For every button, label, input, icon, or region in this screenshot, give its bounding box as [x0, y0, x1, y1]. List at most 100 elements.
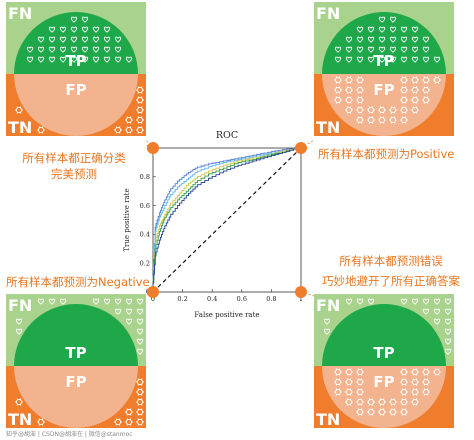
roc-title: ROC — [216, 130, 238, 141]
panel-all-wrong: FN TP FP TN — [314, 294, 454, 428]
gear-icon — [136, 106, 144, 114]
fp-label: FP — [373, 81, 394, 99]
gear-icon — [378, 398, 386, 406]
heart-icon — [103, 26, 111, 33]
heart-icon — [81, 26, 89, 33]
heart-icon — [37, 36, 45, 43]
heart-icon — [356, 298, 364, 305]
gear-icon — [356, 116, 364, 124]
gear-icon — [136, 86, 144, 94]
panel-all-negative: FN TP FP TN — [6, 294, 146, 428]
roc-diagonal-line — [152, 147, 302, 293]
heart-icon — [422, 36, 430, 43]
gear-icon — [422, 96, 430, 104]
heart-icon — [378, 56, 386, 63]
heart-icon — [125, 56, 133, 63]
heart-icon — [26, 46, 34, 53]
gear-icon — [345, 86, 353, 94]
heart-icon — [345, 56, 353, 63]
gear-icon — [345, 76, 353, 84]
heart-icon — [400, 56, 408, 63]
heart-icon — [114, 36, 122, 43]
gear-icon — [400, 76, 408, 84]
gear-icon — [400, 106, 408, 114]
gear-icon — [411, 106, 419, 114]
heart-icon — [59, 36, 67, 43]
gear-icon — [411, 398, 419, 406]
heart-icon — [389, 26, 397, 33]
heart-icon — [70, 56, 78, 63]
gear-icon — [389, 116, 397, 124]
heart-icon — [411, 46, 419, 53]
heart-icon — [103, 36, 111, 43]
panel-perfect: FN TP FP TN — [6, 2, 146, 136]
gear-icon — [37, 126, 45, 134]
gear-icon — [334, 368, 342, 376]
heart-icon — [378, 36, 386, 43]
heart-icon — [59, 46, 67, 53]
heart-icon — [433, 318, 441, 325]
heart-icon — [400, 46, 408, 53]
heart-icon — [59, 56, 67, 63]
annotation-perfect: 所有样本都正确分类 完美预测 — [14, 150, 134, 182]
x-tick-label: 0.2 — [177, 295, 187, 303]
annotation-perfect-line1: 所有样本都正确分类 — [22, 151, 126, 165]
gear-icon — [356, 106, 364, 114]
heart-icon — [114, 56, 122, 63]
heart-icon — [433, 56, 441, 63]
gear-icon — [389, 398, 397, 406]
heart-icon — [400, 36, 408, 43]
heart-icon — [378, 46, 386, 53]
y-tick-label: 0.6 — [140, 202, 150, 210]
gear-icon — [136, 96, 144, 104]
gear-icon — [411, 378, 419, 386]
gear-icon — [356, 368, 364, 376]
heart-icon — [103, 46, 111, 53]
fn-label: FN — [316, 4, 340, 23]
heart-icon — [444, 338, 452, 345]
heart-icon — [26, 56, 34, 63]
heart-icon — [103, 56, 111, 63]
tp-label: TP — [373, 344, 394, 362]
gear-icon — [15, 106, 23, 114]
gear-icon — [125, 126, 133, 134]
heart-icon — [81, 56, 89, 63]
heart-icon — [422, 46, 430, 53]
gear-icon — [125, 408, 133, 416]
fp-label: FP — [373, 373, 394, 391]
y-tick-label: 1 — [146, 144, 150, 152]
gear-icon — [411, 96, 419, 104]
gear-icon — [345, 106, 353, 114]
heart-icon — [37, 46, 45, 53]
heart-icon — [92, 298, 100, 305]
heart-icon — [92, 26, 100, 33]
gear-icon — [345, 378, 353, 386]
gear-icon — [400, 96, 408, 104]
heart-icon — [48, 56, 56, 63]
annotation-all-positive: 所有样本都预测为Positive — [318, 147, 455, 161]
corner-dot-top-left — [147, 142, 159, 154]
gear-icon — [334, 86, 342, 94]
heart-icon — [444, 328, 452, 335]
gear-icon — [136, 116, 144, 124]
gear-icon — [389, 408, 397, 416]
heart-icon — [92, 56, 100, 63]
gear-icon — [400, 388, 408, 396]
gear-icon — [334, 96, 342, 104]
roc-curve-line — [152, 147, 301, 292]
all-wrong-confusion-graphic: FN TP FP TN — [314, 294, 454, 428]
gear-icon — [136, 126, 144, 134]
gear-icon — [356, 408, 364, 416]
gear-icon — [345, 388, 353, 396]
roc-curve-line — [152, 147, 301, 292]
gear-icon — [367, 116, 375, 124]
gear-icon — [356, 86, 364, 94]
heart-icon — [367, 298, 375, 305]
heart-icon — [81, 46, 89, 53]
roc-curve-line — [152, 147, 301, 292]
heart-icon — [81, 36, 89, 43]
heart-icon — [345, 298, 353, 305]
heart-icon — [356, 46, 364, 53]
gear-icon — [367, 408, 375, 416]
heart-icon — [59, 26, 67, 33]
